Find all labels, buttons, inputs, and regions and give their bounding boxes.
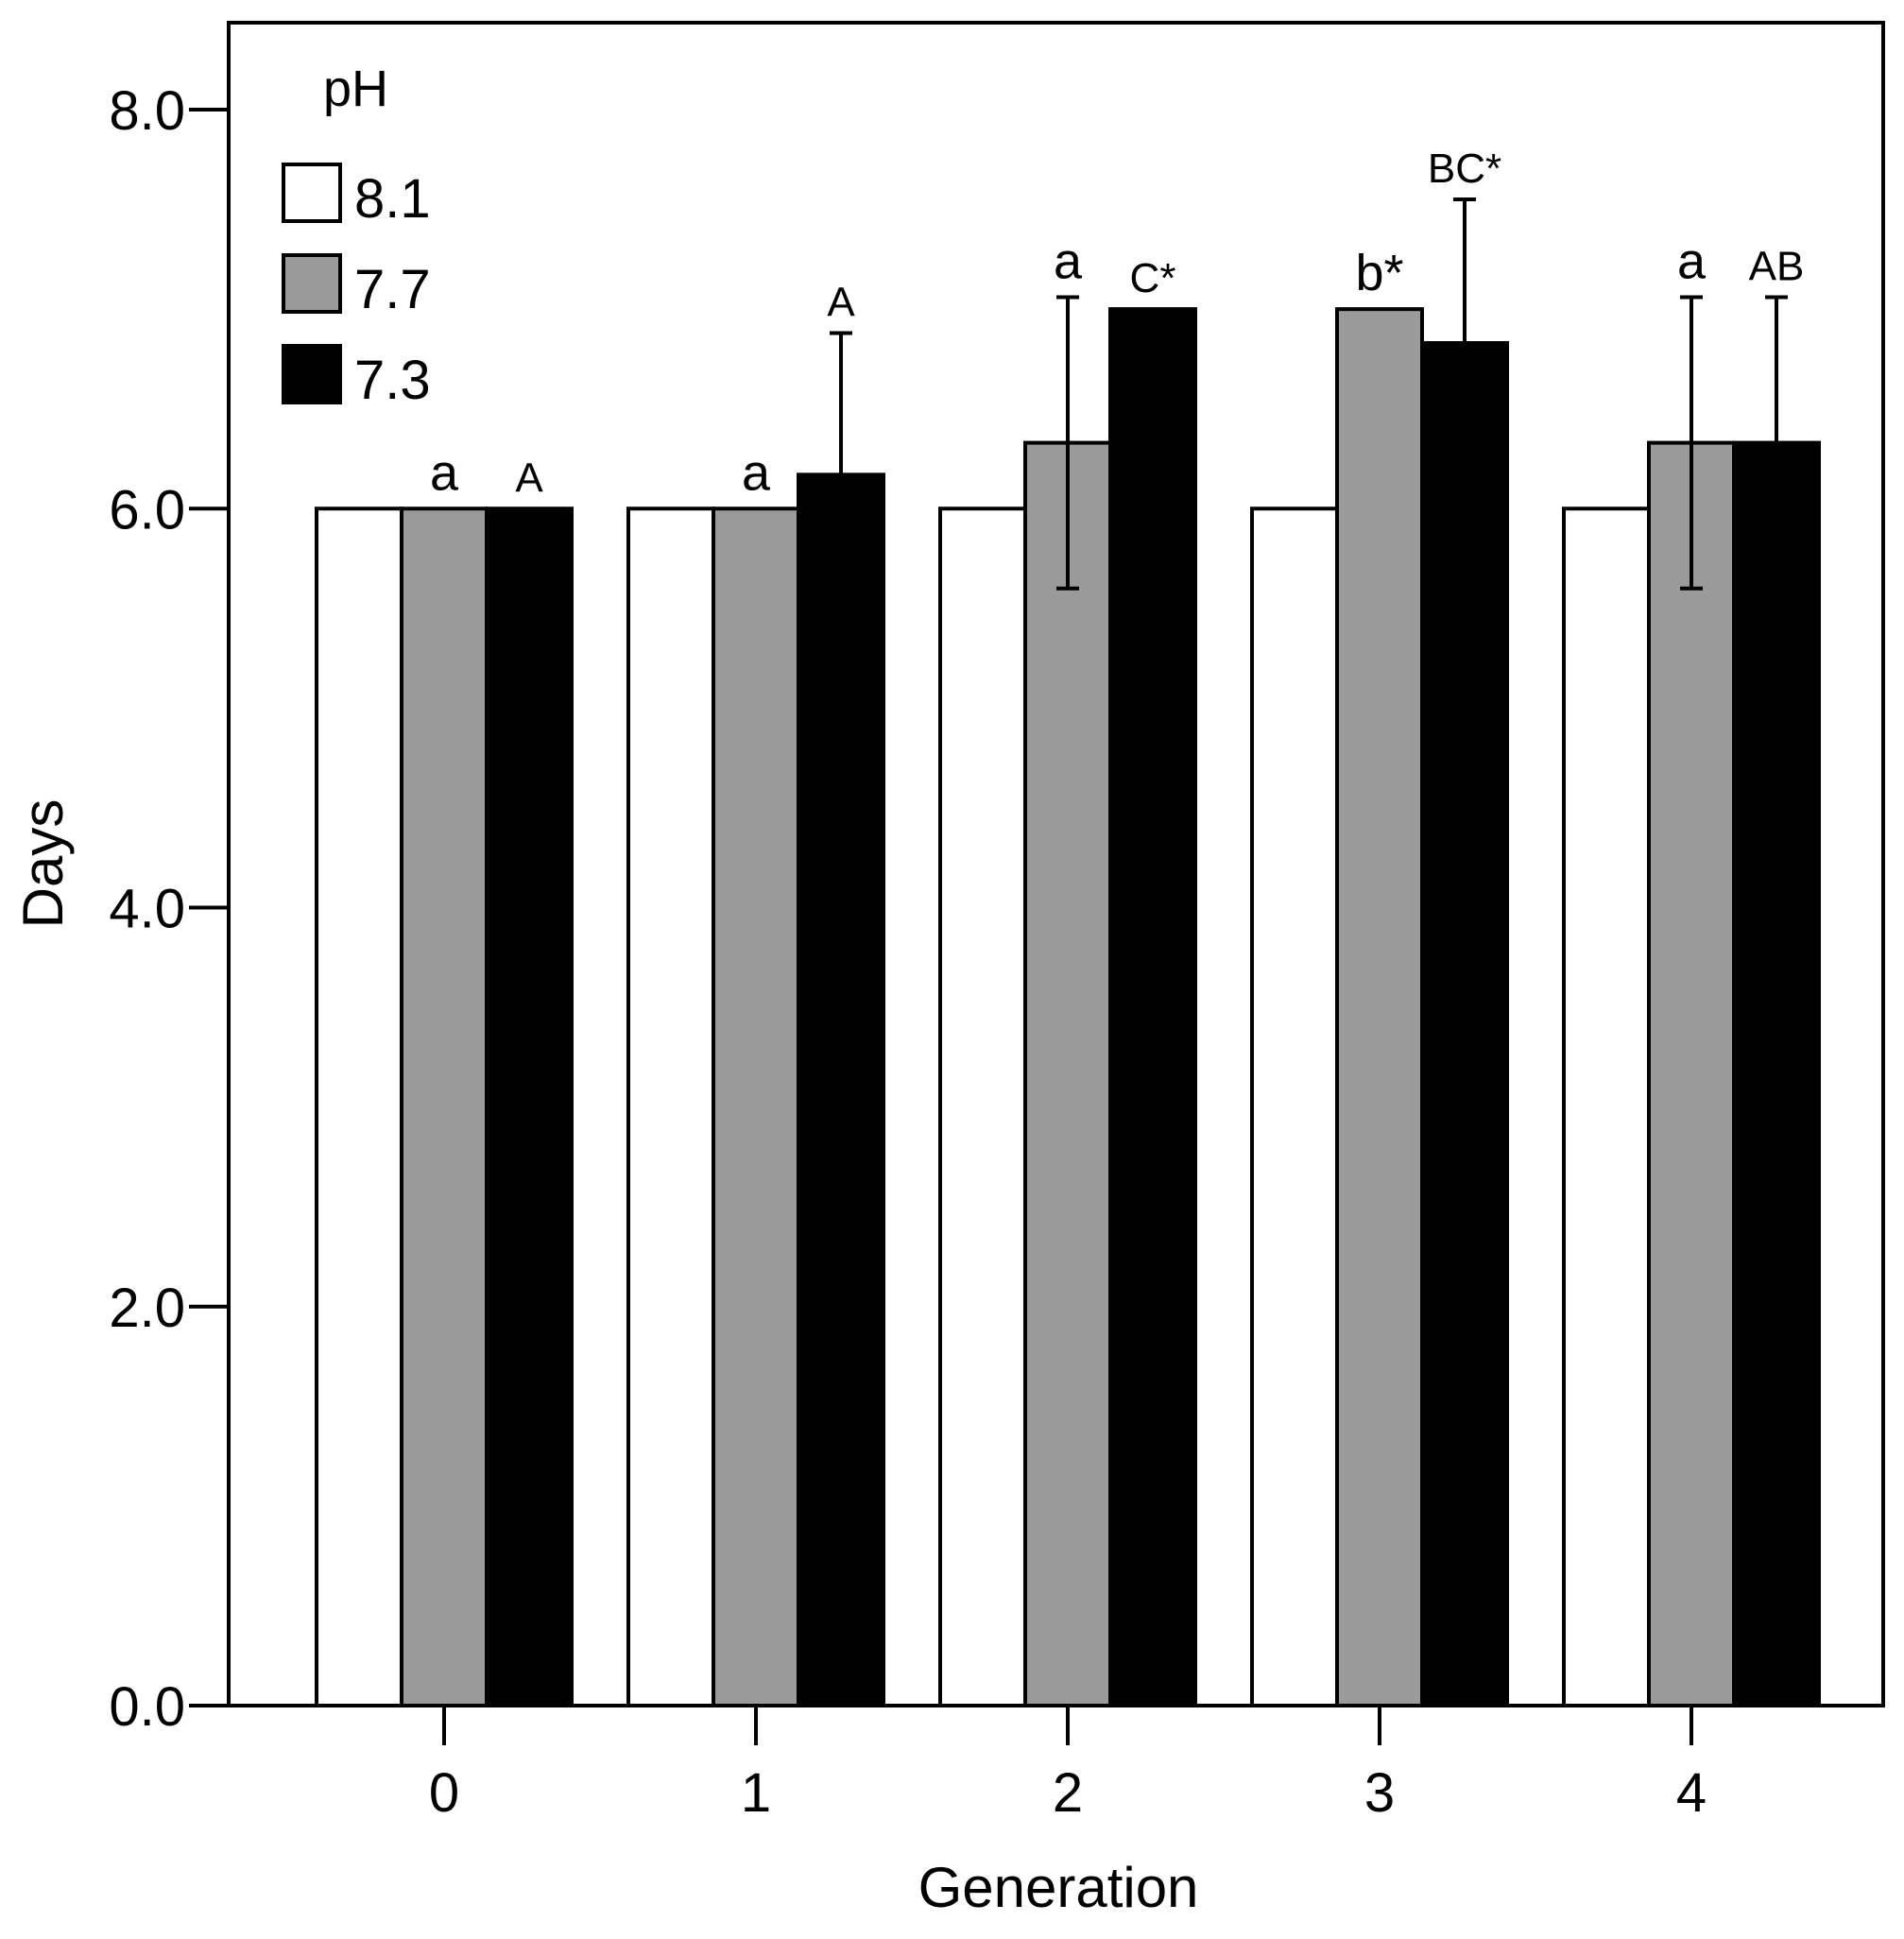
significance-label: a [742, 444, 771, 501]
bar-ph-8-1-gen-1 [626, 506, 715, 1707]
bar-ph-7-7-gen-1 [712, 506, 800, 1707]
significance-label: a [1677, 232, 1707, 289]
bar-ph-8-1-gen-4 [1562, 506, 1651, 1707]
x-tick-label: 4 [1676, 1762, 1707, 1824]
x-tick-label: 1 [741, 1762, 771, 1824]
significance-label: AB [1749, 243, 1805, 289]
bar-ph-8-1-gen-0 [315, 506, 403, 1707]
legend: pH 8.1 7.7 7.3 [282, 60, 431, 411]
bar-ph-7-3-gen-0 [485, 506, 574, 1707]
bar-ph-7-7-gen-0 [400, 506, 489, 1707]
significance-label: BC* [1428, 146, 1501, 192]
legend-label: 8.1 [354, 168, 431, 230]
bar-ph-8-1-gen-2 [938, 506, 1027, 1707]
significance-label: a [430, 444, 459, 501]
significance-label: b* [1355, 245, 1403, 301]
y-axis: 0.0 2.0 4.0 6.0 8.0 [109, 80, 229, 1738]
x-tick-label: 0 [429, 1762, 459, 1824]
significance-label: A [515, 455, 543, 501]
bar-ph-7-3-gen-1 [797, 472, 885, 1707]
y-tick-label: 0.0 [109, 1676, 185, 1738]
bar-ph-7-7-gen-3 [1335, 307, 1424, 1707]
x-tick-label: 3 [1364, 1762, 1395, 1824]
legend-swatch [282, 344, 342, 404]
annotations: a a a b* a A A C* BC* AB [430, 146, 1804, 501]
legend-swatch [282, 253, 342, 314]
x-axis-title: Generation [918, 1856, 1199, 1919]
legend-label: 7.7 [354, 259, 431, 320]
bar-ph-8-1-gen-3 [1250, 506, 1339, 1707]
bar-ph-7-7-gen-2 [1023, 440, 1112, 1707]
bar-ph-7-3-gen-2 [1108, 307, 1197, 1707]
significance-label: A [827, 279, 855, 325]
y-tick-label: 6.0 [109, 479, 185, 541]
y-axis-title: Days [11, 799, 75, 929]
bar-ph-7-3-gen-4 [1732, 440, 1821, 1707]
legend-title: pH [323, 60, 388, 117]
significance-label: C* [1130, 255, 1176, 301]
error-bars [830, 197, 1788, 619]
legend-swatch [282, 163, 342, 223]
significance-label: a [1054, 232, 1083, 289]
x-tick-label: 2 [1053, 1762, 1083, 1824]
y-tick-label: 8.0 [109, 80, 185, 142]
y-tick-label: 2.0 [109, 1278, 185, 1339]
x-axis: 0 1 2 3 4 [429, 1706, 1707, 1824]
bar-ph-7-7-gen-4 [1647, 440, 1736, 1707]
y-tick-label: 4.0 [109, 879, 185, 940]
bars [315, 307, 1821, 1707]
bar-ph-7-3-gen-3 [1420, 341, 1509, 1707]
legend-label: 7.3 [354, 350, 431, 411]
